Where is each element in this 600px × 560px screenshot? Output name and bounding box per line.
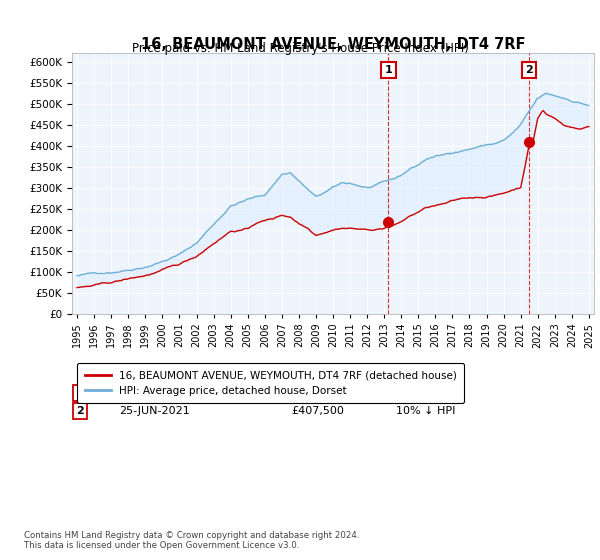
Text: 32% ↓ HPI: 32% ↓ HPI	[395, 388, 455, 398]
Text: 1: 1	[76, 388, 84, 398]
Text: Price paid vs. HM Land Registry's House Price Index (HPI): Price paid vs. HM Land Registry's House …	[131, 42, 469, 55]
Text: 2: 2	[526, 65, 533, 75]
Text: £407,500: £407,500	[291, 406, 344, 416]
Title: 16, BEAUMONT AVENUE, WEYMOUTH, DT4 7RF: 16, BEAUMONT AVENUE, WEYMOUTH, DT4 7RF	[141, 37, 525, 52]
Text: £218,000: £218,000	[291, 388, 344, 398]
Legend: 16, BEAUMONT AVENUE, WEYMOUTH, DT4 7RF (detached house), HPI: Average price, det: 16, BEAUMONT AVENUE, WEYMOUTH, DT4 7RF (…	[77, 363, 464, 403]
Text: 2: 2	[76, 406, 84, 416]
Text: 25-JUN-2021: 25-JUN-2021	[119, 406, 190, 416]
Text: 19-APR-2013: 19-APR-2013	[119, 388, 191, 398]
Text: Contains HM Land Registry data © Crown copyright and database right 2024.
This d: Contains HM Land Registry data © Crown c…	[24, 530, 359, 550]
Text: 1: 1	[385, 65, 392, 75]
Text: 10% ↓ HPI: 10% ↓ HPI	[395, 406, 455, 416]
